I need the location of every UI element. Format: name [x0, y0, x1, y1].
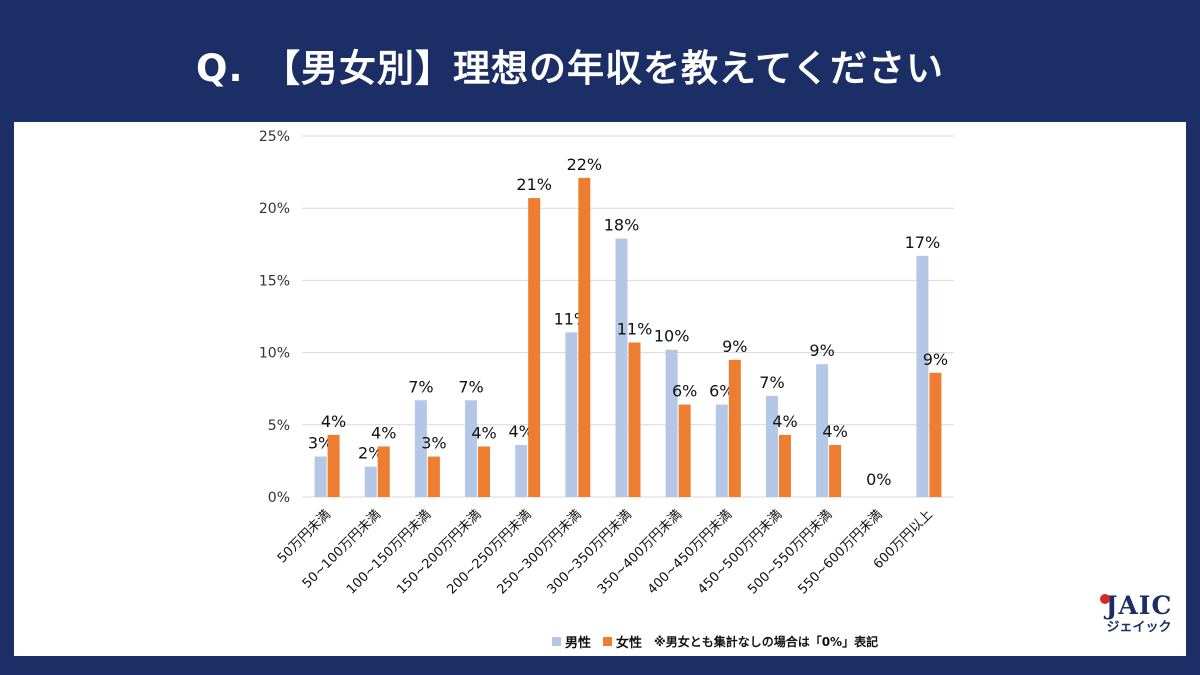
- data-label-male: 6%: [709, 382, 734, 401]
- bar-male: [565, 332, 578, 497]
- bar-male: [665, 349, 678, 497]
- y-tick-label: 20%: [259, 201, 290, 217]
- x-category-label: 550~600万円未満: [795, 507, 885, 597]
- jaic-logo: JAIC ジェイック: [1094, 592, 1184, 648]
- x-category-label: 100~150万円未満: [344, 507, 434, 597]
- bar-male: [765, 395, 778, 497]
- page-title: Q. 【男女別】理想の年収を教えてください: [196, 47, 945, 90]
- y-tick-label: 0%: [268, 490, 290, 506]
- bar-female: [778, 434, 791, 497]
- y-tick-label: 25%: [259, 129, 290, 145]
- logo-main-text: JAIC: [1105, 591, 1173, 620]
- bar-male: [314, 456, 327, 497]
- data-label-female: 11%: [617, 319, 653, 338]
- data-label-female: 21%: [516, 175, 552, 194]
- bar-male: [414, 400, 427, 497]
- bar-female: [327, 434, 340, 497]
- data-label-male: 3%: [308, 434, 333, 453]
- y-tick-label: 15%: [259, 273, 290, 289]
- bar-female: [829, 445, 842, 497]
- data-label-female: 3%: [421, 434, 446, 453]
- bar-chart: 0%5%10%15%20%25%3%4%50万円未満2%4%50~100万円未満…: [259, 129, 954, 597]
- data-label-female: 22%: [567, 155, 603, 174]
- data-label-male: 2%: [358, 444, 383, 463]
- legend-item-female: 女性: [603, 632, 642, 651]
- legend-swatch-female: [603, 636, 613, 646]
- legend-label-male: 男性: [565, 635, 592, 651]
- data-label-female: 4%: [321, 412, 346, 431]
- data-label-male: 7%: [458, 377, 483, 396]
- x-category-label: 150~200万円未満: [394, 507, 484, 597]
- x-category-label: 450~500万円未満: [695, 507, 785, 597]
- data-label-female: 4%: [371, 423, 396, 442]
- bar-male: [916, 255, 929, 497]
- legend-note: ※男女とも集計なしの場合は「0%」表記: [654, 634, 879, 649]
- data-label-male: 18%: [604, 216, 640, 235]
- bar-male: [515, 445, 528, 497]
- legend-label-female: 女性: [616, 635, 643, 651]
- data-label-female: 9%: [722, 337, 747, 356]
- chart-panel: 0% 5% 10% 15% 20% 25% 3% 4% 50万円未満 2% 4% 50~100万円未満…: [14, 122, 1186, 656]
- bar-female: [678, 404, 691, 497]
- data-label-male: 0%: [866, 470, 891, 489]
- data-label-female: 9%: [923, 350, 948, 369]
- logo-mark-icon: [1100, 594, 1110, 604]
- bar-male: [465, 400, 478, 497]
- x-category-label: 350~400万円未満: [595, 507, 685, 597]
- y-tick-label: 5%: [268, 418, 290, 434]
- bar-female: [377, 446, 390, 497]
- bar-female: [728, 359, 741, 497]
- chart-legend: 男性 女性 ※男女とも集計なしの場合は「0%」表記: [552, 632, 879, 651]
- bar-female: [628, 342, 641, 497]
- data-label-female: 4%: [471, 423, 496, 442]
- bar-female: [478, 446, 491, 497]
- data-label-female: 6%: [672, 382, 697, 401]
- data-label-male: 7%: [759, 373, 784, 392]
- bar-male: [816, 364, 829, 497]
- x-category-label: 400~450万円未満: [645, 507, 735, 597]
- x-category-label: 300~350万円未満: [545, 507, 635, 597]
- data-label-male: 7%: [408, 377, 433, 396]
- bar-male: [615, 238, 628, 498]
- x-category-label: 200~250万円未満: [444, 507, 534, 597]
- data-label-male: 4%: [508, 422, 533, 441]
- bar-female: [578, 177, 591, 497]
- data-label-female: 4%: [822, 422, 847, 441]
- logo-sub-text: ジェイック: [1106, 620, 1172, 635]
- x-category-label: 250~300万円未満: [494, 507, 584, 597]
- bar-female: [929, 372, 942, 497]
- y-tick-label: 10%: [259, 346, 290, 362]
- data-label-male: 17%: [905, 233, 941, 252]
- bar-male: [715, 404, 728, 497]
- bar-female: [427, 456, 440, 497]
- legend-item-male: 男性: [552, 632, 591, 651]
- bar-female: [528, 198, 541, 497]
- header-bar: Q. 【男女別】理想の年収を教えてください: [0, 0, 1200, 122]
- data-label-male: 9%: [809, 341, 834, 360]
- data-label-male: 10%: [654, 327, 690, 346]
- data-label-female: 4%: [772, 412, 797, 431]
- bar-male: [364, 466, 377, 497]
- legend-swatch-male: [552, 636, 561, 646]
- x-category-label: 500~550万円未満: [745, 507, 835, 597]
